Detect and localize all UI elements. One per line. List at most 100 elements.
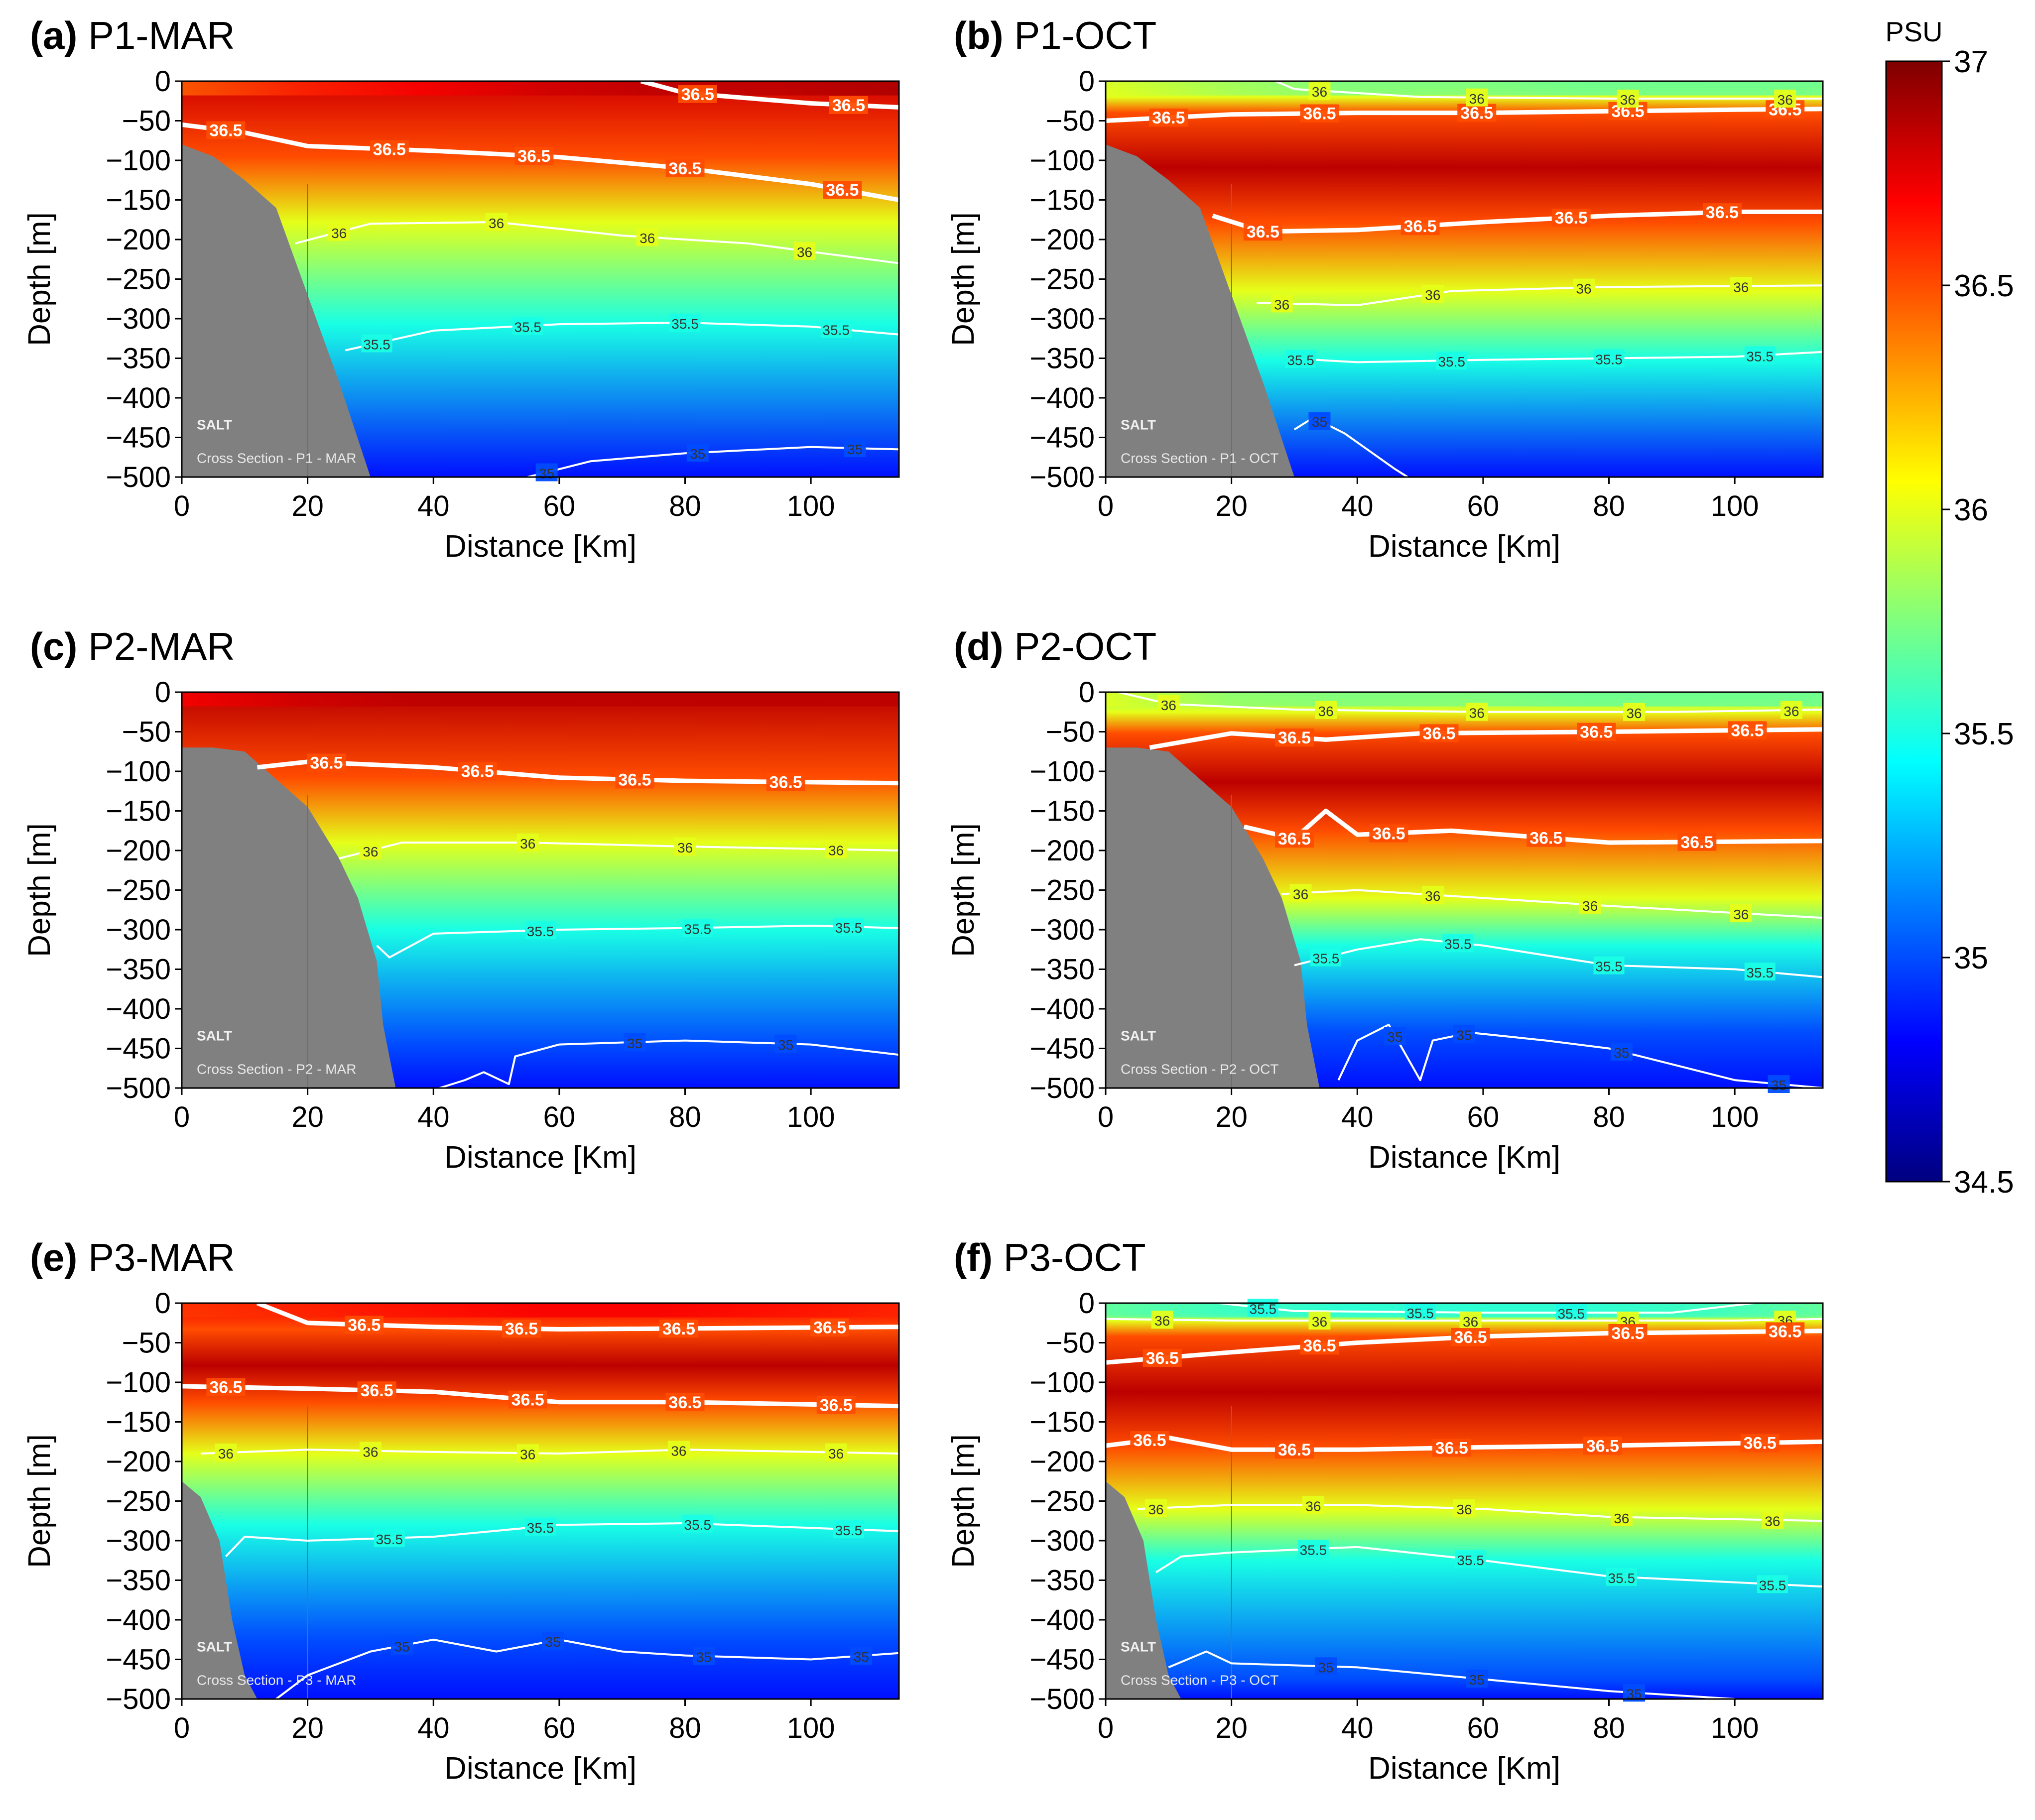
contour-line-36.5 <box>1149 727 1823 750</box>
contour-label: 36.5 <box>1460 104 1493 123</box>
contour-label-bg <box>1608 1324 1648 1342</box>
contour-label-bg <box>525 921 556 940</box>
contour-label: 35.5 <box>822 322 850 338</box>
contour-label-bg <box>328 223 350 241</box>
contour-label: 35 <box>627 1036 642 1051</box>
contour-label-bg <box>1459 1311 1482 1330</box>
contour-label-bg <box>1404 1303 1436 1322</box>
contour-label-bg <box>1457 104 1497 122</box>
contour-label-bg <box>307 753 346 772</box>
contour-label: 36 <box>1582 898 1598 914</box>
y-tick-label: −400 <box>1029 1604 1095 1636</box>
contour-label-bg <box>1774 89 1796 108</box>
x-tick-label: 80 <box>669 1712 701 1744</box>
contour-label-bg <box>1297 1540 1329 1558</box>
contour-label-bg <box>359 1442 382 1460</box>
contour-label-bg <box>1526 829 1566 847</box>
colorbar-tick-label: 35.5 <box>1954 717 2014 751</box>
y-axis-label: Depth [m] <box>22 823 57 957</box>
contour-label-bg <box>1315 701 1337 719</box>
contour-label: 36 <box>520 836 535 851</box>
contour-label: 35.5 <box>1300 1543 1327 1558</box>
annotation-title: SALT <box>1121 1028 1156 1044</box>
x-tick-label: 20 <box>291 490 324 522</box>
contour-label: 36.5 <box>310 754 343 773</box>
contour-label: 35 <box>847 442 863 457</box>
contour-label-bg <box>682 1514 713 1533</box>
x-axis-label: Distance [Km] <box>444 1140 636 1175</box>
contour-label-bg <box>359 842 382 859</box>
x-tick-label: 20 <box>1215 1712 1248 1744</box>
x-tick-label: 80 <box>669 490 701 522</box>
contour-label: 35.5 <box>1457 1553 1484 1568</box>
y-tick-label: −300 <box>106 303 171 335</box>
x-tick-label: 20 <box>291 1101 324 1133</box>
panel-letter: (d) <box>954 624 1004 668</box>
y-tick-label: −300 <box>106 1525 171 1557</box>
contour-label-bg <box>682 919 713 937</box>
y-tick-label: −150 <box>106 1406 171 1439</box>
contour-label-bg <box>1593 956 1625 974</box>
contour-label-bg <box>1157 695 1180 713</box>
panel-title: (f) P3-OCT <box>954 1235 1146 1279</box>
contour-label-bg <box>667 1441 690 1459</box>
contour-label-bg <box>1271 294 1293 313</box>
salinity-field <box>182 1303 899 1699</box>
x-tick-label: 100 <box>1711 1101 1759 1133</box>
y-tick-label: 0 <box>1079 676 1095 709</box>
x-axis-label: Distance [Km] <box>444 1751 636 1786</box>
contour-label: 35.5 <box>1595 959 1623 974</box>
panel-name: P2-OCT <box>1004 624 1157 668</box>
contour-label-bg <box>1308 1311 1331 1330</box>
y-tick-label: −400 <box>106 1604 171 1636</box>
surface-layer <box>1106 81 1823 96</box>
contour-label: 35.5 <box>514 319 541 335</box>
contour-label: 36 <box>1154 1313 1170 1329</box>
contour-label-bg <box>1300 1336 1339 1355</box>
contour-label: 35.5 <box>684 1517 712 1533</box>
y-axis-label: Depth [m] <box>946 823 981 957</box>
colorbar-gradient <box>1885 60 1943 1183</box>
contour-label-bg <box>1761 1511 1783 1529</box>
y-tick-label: −450 <box>1029 422 1095 454</box>
y-tick-label: −150 <box>1029 795 1095 828</box>
contour-label: 36 <box>639 231 655 246</box>
y-tick-label: −250 <box>106 874 171 907</box>
panel-name: P2-MAR <box>77 624 235 668</box>
x-axis-label: Distance [Km] <box>1368 529 1560 564</box>
panel-title: (d) P2-OCT <box>954 624 1156 668</box>
annotation-subtitle: Cross Section - P2 - OCT <box>1121 1061 1278 1077</box>
contour-label: 36 <box>1274 297 1289 312</box>
contour-label-bg <box>1577 723 1616 741</box>
contour-label: 36.5 <box>769 773 802 792</box>
contour-label: 36 <box>1469 706 1485 721</box>
contour-label: 36 <box>1469 91 1485 107</box>
contour-label: 36 <box>1425 287 1440 303</box>
contour-label: 36 <box>1312 84 1327 100</box>
contour-label-bg <box>502 1320 541 1338</box>
contour-label: 36.5 <box>1580 723 1613 742</box>
contour-label-bg <box>1583 1437 1622 1455</box>
contour-label: 35 <box>1469 1672 1485 1688</box>
x-tick-label: 20 <box>1215 1101 1248 1133</box>
contour-label: 36.5 <box>505 1320 538 1338</box>
x-tick-label: 100 <box>787 490 835 522</box>
contour-label: 36.5 <box>1769 1322 1801 1341</box>
x-tick-label: 20 <box>291 1712 324 1744</box>
contour-label: 35 <box>1312 414 1327 430</box>
contour-line-35 <box>527 446 899 478</box>
y-tick-label: −450 <box>1029 1644 1095 1676</box>
y-tick-label: −150 <box>106 184 171 217</box>
x-tick-label: 60 <box>543 1101 576 1133</box>
contour-label: 36 <box>671 1444 686 1459</box>
panel-letter: (a) <box>30 13 77 57</box>
contour-label-bg <box>1442 934 1474 952</box>
contour-label-bg <box>674 838 696 856</box>
contour-label-bg <box>1610 1042 1633 1061</box>
y-axis-label: Depth [m] <box>946 212 981 346</box>
colorbar-tick-label: 34.5 <box>1954 1165 2014 1200</box>
x-tick-label: 60 <box>543 490 576 522</box>
annotation-title: SALT <box>197 1028 232 1044</box>
